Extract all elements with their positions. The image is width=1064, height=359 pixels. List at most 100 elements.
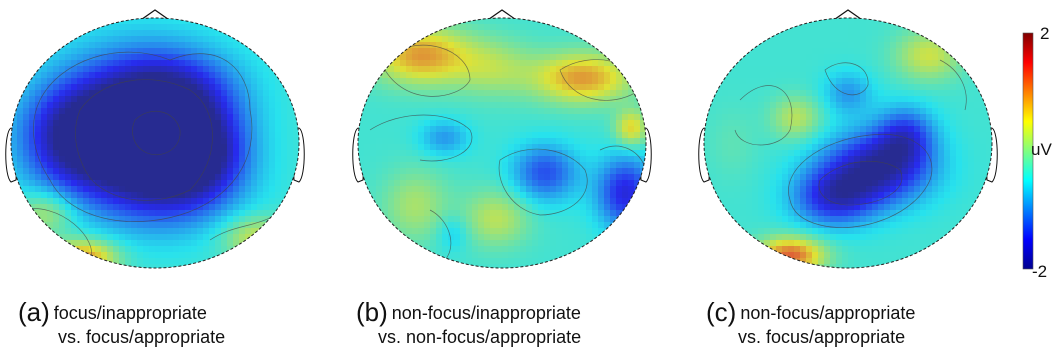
heatmap-cell [269, 36, 276, 43]
heatmap-cell [101, 108, 108, 115]
heatmap-cell [556, 138, 563, 145]
heatmap-cell [119, 60, 126, 67]
heatmap-cell [161, 156, 168, 163]
heatmap-cell [538, 144, 545, 151]
heatmap-cell [968, 48, 975, 55]
heatmap-cell [598, 258, 605, 265]
heatmap-cell [788, 108, 795, 115]
heatmap-cell [245, 228, 252, 235]
heatmap-cell [448, 108, 455, 115]
heatmap-cell [287, 264, 294, 268]
heatmap-cell [974, 60, 981, 67]
heatmap-cell [640, 138, 646, 145]
heatmap-cell [592, 72, 599, 79]
heatmap-cell [436, 204, 443, 211]
heatmap-cell [574, 24, 581, 31]
heatmap-cell [275, 42, 282, 49]
heatmap-cell [944, 96, 951, 103]
heatmap-cell [896, 90, 903, 97]
heatmap-cell [598, 180, 605, 187]
heatmap-cell [448, 54, 455, 61]
heatmap-cell [215, 36, 222, 43]
heatmap-cell [197, 240, 204, 247]
heatmap-cell [556, 150, 563, 157]
heatmap-cell [550, 102, 557, 109]
heatmap-cell [382, 48, 389, 55]
heatmap-cell [358, 132, 365, 139]
heatmap-cell [752, 72, 759, 79]
heatmap-cell [800, 78, 807, 85]
heatmap-cell [758, 42, 765, 49]
heatmap-cell [101, 156, 108, 163]
heatmap-cell [83, 18, 90, 25]
heatmap-cell [508, 132, 515, 139]
left-ear-icon [5, 127, 19, 183]
heatmap-cell [143, 114, 150, 121]
heatmap-cell [131, 216, 138, 223]
heatmap-cell [400, 192, 407, 199]
heatmap-cell [800, 72, 807, 79]
heatmap-cell [424, 222, 431, 229]
heatmap-cell [710, 132, 717, 139]
heatmap-cell [514, 168, 521, 175]
heatmap-cell [598, 72, 605, 79]
heatmap-cell [640, 66, 646, 73]
heatmap-cell [281, 24, 288, 31]
heatmap-cell [424, 180, 431, 187]
heatmap-cell [430, 36, 437, 43]
heatmap-cell [179, 102, 186, 109]
heatmap-cell [364, 150, 371, 157]
heatmap-cell [293, 84, 299, 91]
heatmap-cell [562, 180, 569, 187]
heatmap-cell [860, 72, 867, 79]
heatmap-cell [257, 264, 264, 268]
heatmap-cell [53, 192, 60, 199]
heatmap-cell [704, 120, 711, 127]
heatmap-cell [526, 174, 533, 181]
heatmap-cell [191, 156, 198, 163]
heatmap-cell [400, 222, 407, 229]
heatmap-cell [788, 96, 795, 103]
heatmap-cell [23, 204, 30, 211]
heatmap-cell [628, 114, 635, 121]
heatmap-cell [968, 30, 975, 37]
heatmap-cell [233, 60, 240, 67]
heatmap-cell [23, 180, 30, 187]
heatmap-cell [550, 216, 557, 223]
heatmap-cell [746, 126, 753, 133]
heatmap-cell [53, 36, 60, 43]
heatmap-cell [568, 204, 575, 211]
heatmap-cell [406, 210, 413, 217]
heatmap-cell [53, 228, 60, 235]
heatmap-cell [293, 264, 299, 268]
heatmap-cell [167, 24, 174, 31]
heatmap-cell [830, 120, 837, 127]
heatmap-cell [478, 48, 485, 55]
heatmap-cell [155, 192, 162, 199]
heatmap-cell [634, 138, 641, 145]
heatmap-cell [47, 78, 54, 85]
heatmap-cell [89, 84, 96, 91]
heatmap-cell [406, 240, 413, 247]
heatmap-cell [17, 138, 24, 145]
heatmap-cell [233, 180, 240, 187]
heatmap-cell [634, 84, 641, 91]
heatmap-cell [902, 84, 909, 91]
heatmap-cell [281, 210, 288, 217]
heatmap-cell [472, 156, 479, 163]
heatmap-cell [406, 156, 413, 163]
heatmap-cell [704, 60, 711, 67]
heatmap-cell [956, 120, 963, 127]
heatmap-cell [149, 168, 156, 175]
heatmap-cell [932, 78, 939, 85]
heatmap-cell [119, 162, 126, 169]
heatmap-cell [412, 180, 419, 187]
heatmap-cell [628, 96, 635, 103]
heatmap-cell [287, 228, 294, 235]
heatmap-cell [544, 30, 551, 37]
heatmap-cell [125, 156, 132, 163]
heatmap-cell [47, 66, 54, 73]
heatmap-cell [293, 30, 299, 37]
heatmap-cell [616, 174, 623, 181]
heatmap-cell [514, 36, 521, 43]
